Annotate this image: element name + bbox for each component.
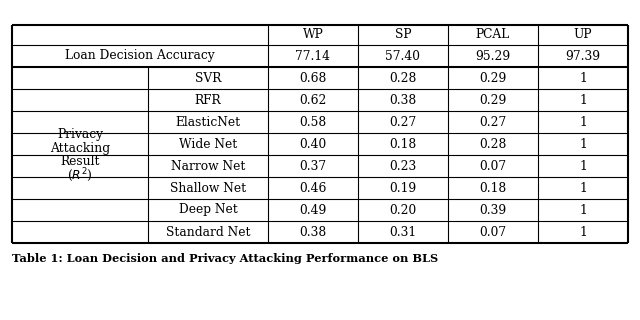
Text: PCAL: PCAL: [476, 28, 510, 42]
Text: 97.39: 97.39: [565, 50, 600, 62]
Text: ElasticNet: ElasticNet: [175, 116, 241, 129]
Text: SP: SP: [395, 28, 412, 42]
Text: 0.39: 0.39: [479, 204, 507, 217]
Text: 0.28: 0.28: [389, 71, 417, 84]
Text: Attacking: Attacking: [50, 142, 110, 155]
Text: 0.27: 0.27: [389, 116, 417, 129]
Text: Privacy: Privacy: [57, 128, 103, 141]
Text: 1: 1: [579, 181, 587, 195]
Text: 0.07: 0.07: [479, 159, 507, 172]
Text: 0.19: 0.19: [389, 181, 417, 195]
Text: Loan Decision Accuracy: Loan Decision Accuracy: [65, 50, 215, 62]
Text: 1: 1: [579, 71, 587, 84]
Text: 0.07: 0.07: [479, 226, 507, 238]
Text: SVR: SVR: [195, 71, 221, 84]
Text: 0.29: 0.29: [479, 71, 507, 84]
Text: Standard Net: Standard Net: [166, 226, 250, 238]
Text: ($R^2$): ($R^2$): [67, 166, 93, 184]
Text: Table 1: Loan Decision and Privacy Attacking Performance on BLS: Table 1: Loan Decision and Privacy Attac…: [12, 253, 438, 264]
Text: 0.49: 0.49: [300, 204, 326, 217]
Text: 0.20: 0.20: [389, 204, 417, 217]
Text: 1: 1: [579, 226, 587, 238]
Text: 1: 1: [579, 159, 587, 172]
Text: 0.18: 0.18: [479, 181, 507, 195]
Text: UP: UP: [573, 28, 592, 42]
Text: 0.23: 0.23: [389, 159, 417, 172]
Text: 1: 1: [579, 93, 587, 107]
Text: 0.40: 0.40: [300, 138, 326, 150]
Text: 0.38: 0.38: [300, 226, 326, 238]
Text: 0.68: 0.68: [300, 71, 326, 84]
Text: 0.27: 0.27: [479, 116, 507, 129]
Text: 0.58: 0.58: [300, 116, 326, 129]
Text: Result: Result: [60, 155, 100, 168]
Text: 0.28: 0.28: [479, 138, 507, 150]
Text: Shallow Net: Shallow Net: [170, 181, 246, 195]
Text: 0.31: 0.31: [389, 226, 417, 238]
Text: 77.14: 77.14: [296, 50, 330, 62]
Text: RFR: RFR: [195, 93, 221, 107]
Text: 95.29: 95.29: [476, 50, 511, 62]
Text: 57.40: 57.40: [385, 50, 420, 62]
Text: 1: 1: [579, 204, 587, 217]
Text: 0.18: 0.18: [389, 138, 417, 150]
Text: 1: 1: [579, 138, 587, 150]
Text: 0.46: 0.46: [300, 181, 326, 195]
Text: 0.29: 0.29: [479, 93, 507, 107]
Text: 0.37: 0.37: [300, 159, 326, 172]
Text: 0.62: 0.62: [300, 93, 326, 107]
Text: Narrow Net: Narrow Net: [171, 159, 245, 172]
Text: 1: 1: [579, 116, 587, 129]
Text: Wide Net: Wide Net: [179, 138, 237, 150]
Text: Deep Net: Deep Net: [179, 204, 237, 217]
Text: WP: WP: [303, 28, 323, 42]
Text: 0.38: 0.38: [389, 93, 417, 107]
